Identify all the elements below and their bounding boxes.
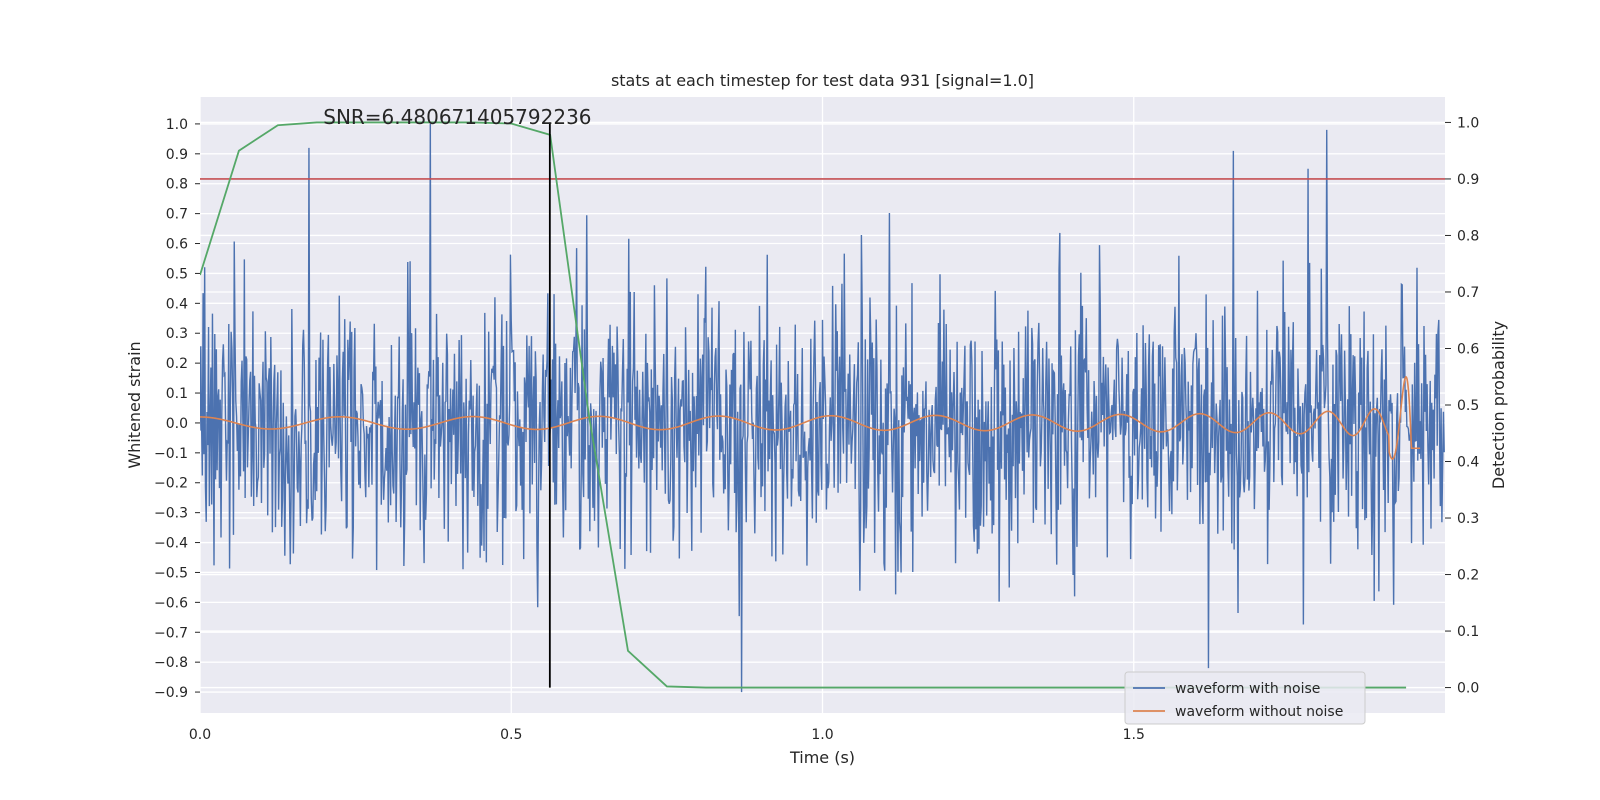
y-right-tick-label: 1.0 <box>1457 115 1479 131</box>
ticks: 0.0 0.5 1.0 1.5 1.0 0.9 0.8 0.7 0.6 0.5 0.4 0.3 0.2 0… <box>154 115 1479 743</box>
y-right-tick-label: 0.8 <box>1457 228 1479 244</box>
y-tick-label: 0.7 <box>166 207 188 223</box>
x-axis-label: Time (s) <box>789 748 855 767</box>
y-tick-label: 0.5 <box>166 266 188 282</box>
y-right-tick-label: 0.2 <box>1457 568 1479 584</box>
series-group <box>200 121 1445 693</box>
y-right-tick-label: 0.6 <box>1457 341 1479 357</box>
y-right-tick-label: 0.1 <box>1457 624 1479 640</box>
y-tick-label: 0.8 <box>166 177 188 193</box>
y-tick-label: 0.2 <box>166 356 188 372</box>
y-tick-label: −0.8 <box>154 655 188 671</box>
y-tick-label: −0.4 <box>154 536 188 552</box>
y-tick-label: 1.0 <box>166 117 188 133</box>
y-axis-right-label: Detection probability <box>1489 321 1508 489</box>
y-right-tick-label: 0.9 <box>1457 172 1479 188</box>
x-tick-label: 1.5 <box>1123 727 1145 743</box>
chart-title: stats at each timestep for test data 931… <box>611 71 1034 90</box>
y-right-tick-label: 0.0 <box>1457 681 1479 697</box>
y-right-tick-label: 0.4 <box>1457 455 1479 471</box>
y-tick-label: −0.6 <box>154 595 188 611</box>
legend-box <box>1124 671 1366 725</box>
y-tick-label: −0.2 <box>154 476 188 492</box>
y-tick-label: −0.7 <box>154 625 188 641</box>
legend: waveform with noise waveform without nois… <box>1124 671 1366 725</box>
y-axis-label: Whitened strain <box>125 341 144 468</box>
y-tick-label: 0.6 <box>166 237 188 253</box>
series-waveform-with-noise <box>200 123 1445 693</box>
y-right-tick-label: 0.5 <box>1457 398 1479 414</box>
y-tick-label: −0.3 <box>154 506 188 522</box>
x-tick-label: 1.0 <box>811 727 833 743</box>
y-tick-label: −0.1 <box>154 446 188 462</box>
y-tick-label: −0.9 <box>154 685 188 701</box>
y-right-tick-label: 0.7 <box>1457 285 1479 301</box>
y-tick-label: 0.9 <box>166 147 188 163</box>
y-right-tick-label: 0.3 <box>1457 511 1479 527</box>
snr-annotation: SNR=6.480671405792236 <box>323 105 591 129</box>
series-waveform-without-noise <box>200 375 1421 460</box>
x-tick-label: 0.5 <box>500 727 522 743</box>
y-tick-label: 0.1 <box>166 386 188 402</box>
y-tick-label: 0.3 <box>166 326 188 342</box>
x-tick-label: 0.0 <box>189 727 211 743</box>
legend-label: waveform without noise <box>1175 704 1343 720</box>
y-tick-label: 0.4 <box>166 296 188 312</box>
legend-label: waveform with noise <box>1175 681 1320 697</box>
y-tick-label: −0.5 <box>154 565 188 581</box>
y-tick-label: 0.0 <box>166 416 188 432</box>
